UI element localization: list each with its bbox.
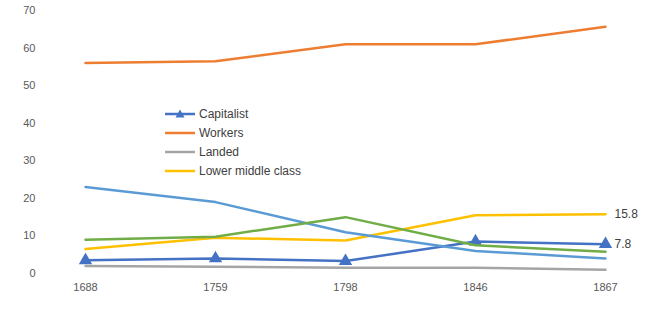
svg-text:50: 50 — [23, 79, 35, 91]
svg-text:30: 30 — [23, 154, 35, 166]
svg-text:1688: 1688 — [73, 281, 97, 293]
svg-text:20: 20 — [23, 192, 35, 204]
svg-text:0: 0 — [29, 267, 35, 279]
svg-text:60: 60 — [23, 42, 35, 54]
svg-text:1798: 1798 — [333, 281, 357, 293]
html-text:Landed: Landed — [199, 144, 239, 159]
svg-text:15.8: 15.8 — [615, 207, 639, 221]
svg-text:70: 70 — [23, 4, 35, 16]
svg-text:1846: 1846 — [463, 281, 487, 293]
svg-text:40: 40 — [23, 117, 35, 129]
html-text:Lower middle class: Lower middle class — [199, 163, 301, 178]
svg-text:7.8: 7.8 — [615, 237, 632, 251]
svg-text:1867: 1867 — [593, 281, 617, 293]
html-text:Capitalist: Capitalist — [199, 106, 249, 121]
svg-text:1759: 1759 — [203, 281, 227, 293]
html-text:Workers: Workers — [199, 125, 244, 140]
svg-text:10: 10 — [23, 229, 35, 241]
